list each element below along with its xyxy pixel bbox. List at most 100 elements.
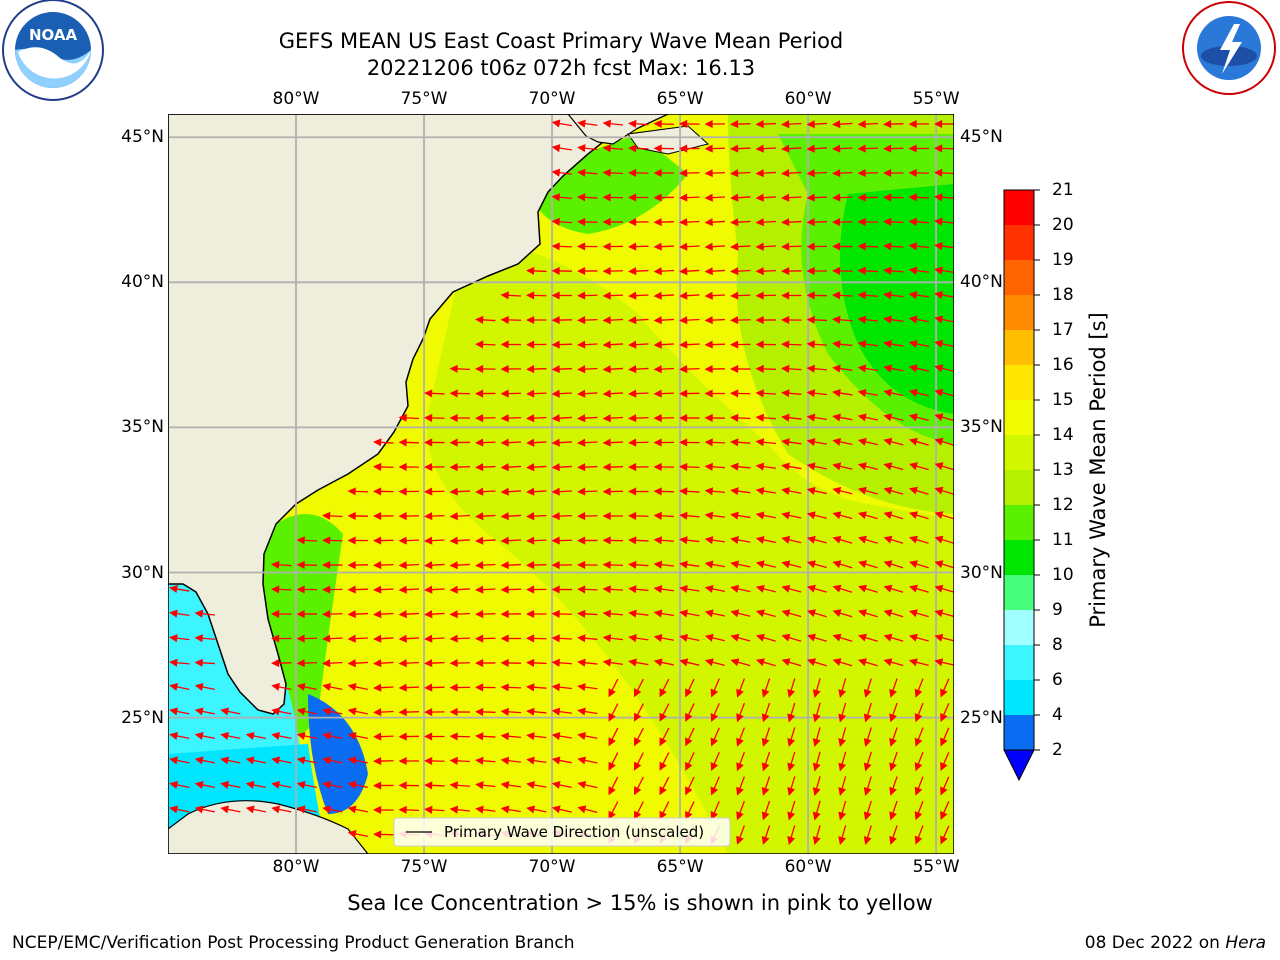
wave-arrow-head bbox=[220, 805, 230, 814]
wave-arrow-head bbox=[347, 682, 357, 691]
wave-arrow-head bbox=[633, 712, 642, 722]
wave-arrow-head bbox=[271, 609, 280, 619]
wave-arrow-head bbox=[653, 291, 662, 300]
wave-arrow-head bbox=[653, 511, 662, 520]
wave-arrow-head bbox=[838, 787, 847, 797]
wave-arrow-head bbox=[812, 689, 821, 699]
wave-arrow-head bbox=[577, 487, 586, 496]
wave-arrow-head bbox=[806, 413, 816, 422]
wave-arrow-head bbox=[857, 217, 866, 227]
wave-arrow-head bbox=[883, 144, 892, 153]
lon-tick-top: 60°W bbox=[784, 89, 832, 109]
wave-arrow-head bbox=[730, 438, 739, 447]
lon-tick-top: 65°W bbox=[656, 89, 704, 109]
wave-arrow-head bbox=[781, 364, 790, 373]
wave-arrow-head bbox=[577, 536, 586, 545]
lat-tick-left: 40°N bbox=[121, 272, 164, 293]
wave-arrow-head bbox=[398, 610, 407, 619]
wave-arrow-head bbox=[730, 413, 739, 422]
wave-arrow-head bbox=[602, 168, 611, 177]
wave-arrow-head bbox=[347, 610, 356, 619]
wave-arrow-head bbox=[934, 315, 944, 324]
wave-arrow-head bbox=[908, 364, 918, 373]
wave-arrow-head bbox=[730, 609, 740, 618]
wave-arrow-head bbox=[736, 688, 744, 698]
wave-arrow-head bbox=[577, 365, 586, 374]
wave-arrow-head bbox=[500, 756, 510, 765]
wave-arrow-head bbox=[908, 609, 918, 618]
wave-arrow-head bbox=[602, 463, 611, 472]
wave-arrow-head bbox=[526, 781, 535, 789]
wave-arrow-head bbox=[755, 291, 764, 300]
wave-arrow-head bbox=[628, 217, 637, 227]
wave-arrow-head bbox=[608, 810, 616, 820]
wave-arrow-head bbox=[857, 437, 867, 446]
wave-arrow-head bbox=[220, 731, 230, 740]
wave-arrow-head bbox=[449, 756, 458, 765]
wave-arrow-head bbox=[857, 169, 866, 178]
wave-arrow-head bbox=[602, 511, 611, 521]
wave-arrow-head bbox=[526, 805, 536, 814]
wave-arrow-head bbox=[500, 438, 509, 447]
wave-arrow-head bbox=[602, 414, 611, 423]
wave-arrow-head bbox=[730, 144, 739, 153]
wave-arrow-head bbox=[577, 463, 586, 472]
wave-arrow-head bbox=[679, 511, 688, 520]
wave-arrow-head bbox=[832, 633, 842, 642]
wave-arrow-head bbox=[347, 829, 357, 838]
colorbar-tick: 11 bbox=[1052, 530, 1074, 550]
wave-arrow-head bbox=[857, 388, 867, 397]
wave-arrow-head bbox=[704, 438, 713, 447]
wave-arrow-head bbox=[659, 737, 667, 747]
wave-arrow-head bbox=[500, 364, 509, 374]
wave-arrow-head bbox=[653, 585, 663, 594]
wave-arrow-head bbox=[602, 119, 612, 128]
wave-arrow-head bbox=[602, 560, 611, 569]
wave-arrow-head bbox=[704, 658, 714, 667]
wave-arrow-head bbox=[322, 731, 332, 740]
wave-arrow-head bbox=[736, 737, 744, 747]
wave-arrow-head bbox=[322, 659, 331, 668]
wave-arrow-head bbox=[169, 658, 178, 667]
wave-arrow-head bbox=[781, 291, 790, 300]
wave-arrow-head bbox=[704, 119, 713, 129]
wave-arrow-head bbox=[807, 658, 816, 667]
wave-arrow-head bbox=[761, 688, 770, 698]
wave-arrow-head bbox=[602, 536, 611, 545]
wave-arrow-head bbox=[857, 511, 867, 520]
wave-arrow-head bbox=[781, 340, 790, 349]
wave-arrow-head bbox=[934, 584, 944, 593]
wave-arrow-head bbox=[449, 463, 458, 472]
wave-arrow-head bbox=[781, 486, 790, 495]
wave-arrow-head bbox=[551, 805, 561, 814]
national-weather-service-logo bbox=[1182, 1, 1276, 95]
wave-arrow-head bbox=[602, 267, 611, 276]
wave-arrow-head bbox=[679, 462, 688, 471]
colorbar-segment bbox=[1004, 540, 1034, 575]
wave-arrow-head bbox=[934, 168, 943, 177]
wave-arrow-head bbox=[424, 634, 433, 643]
wave-arrow-head bbox=[449, 659, 458, 668]
wave-arrow-head bbox=[755, 144, 764, 153]
wave-arrow-head bbox=[679, 119, 688, 129]
wave-arrow-head bbox=[755, 169, 764, 178]
wave-arrow-head bbox=[781, 120, 790, 129]
wave-arrow-head bbox=[169, 731, 179, 740]
wave-arrow-head bbox=[373, 805, 382, 815]
wave-arrow-head bbox=[940, 712, 948, 723]
wave-arrow-head bbox=[755, 218, 764, 227]
wave-arrow-head bbox=[475, 610, 484, 619]
colorbar bbox=[1003, 189, 1040, 782]
wave-arrow-head bbox=[347, 536, 356, 545]
wave-arrow-head bbox=[500, 315, 509, 324]
wave-arrow-head bbox=[787, 738, 796, 747]
wave-arrow-head bbox=[602, 316, 611, 325]
wave-arrow-head bbox=[475, 683, 484, 692]
wave-arrow-head bbox=[755, 487, 765, 496]
wave-arrow-head bbox=[755, 511, 765, 520]
wave-arrow-head bbox=[812, 738, 821, 748]
wave-arrow-head bbox=[602, 144, 611, 153]
wave-arrow-head bbox=[296, 780, 306, 789]
wave-arrow-head bbox=[373, 511, 382, 521]
wave-arrow-head bbox=[889, 811, 897, 821]
